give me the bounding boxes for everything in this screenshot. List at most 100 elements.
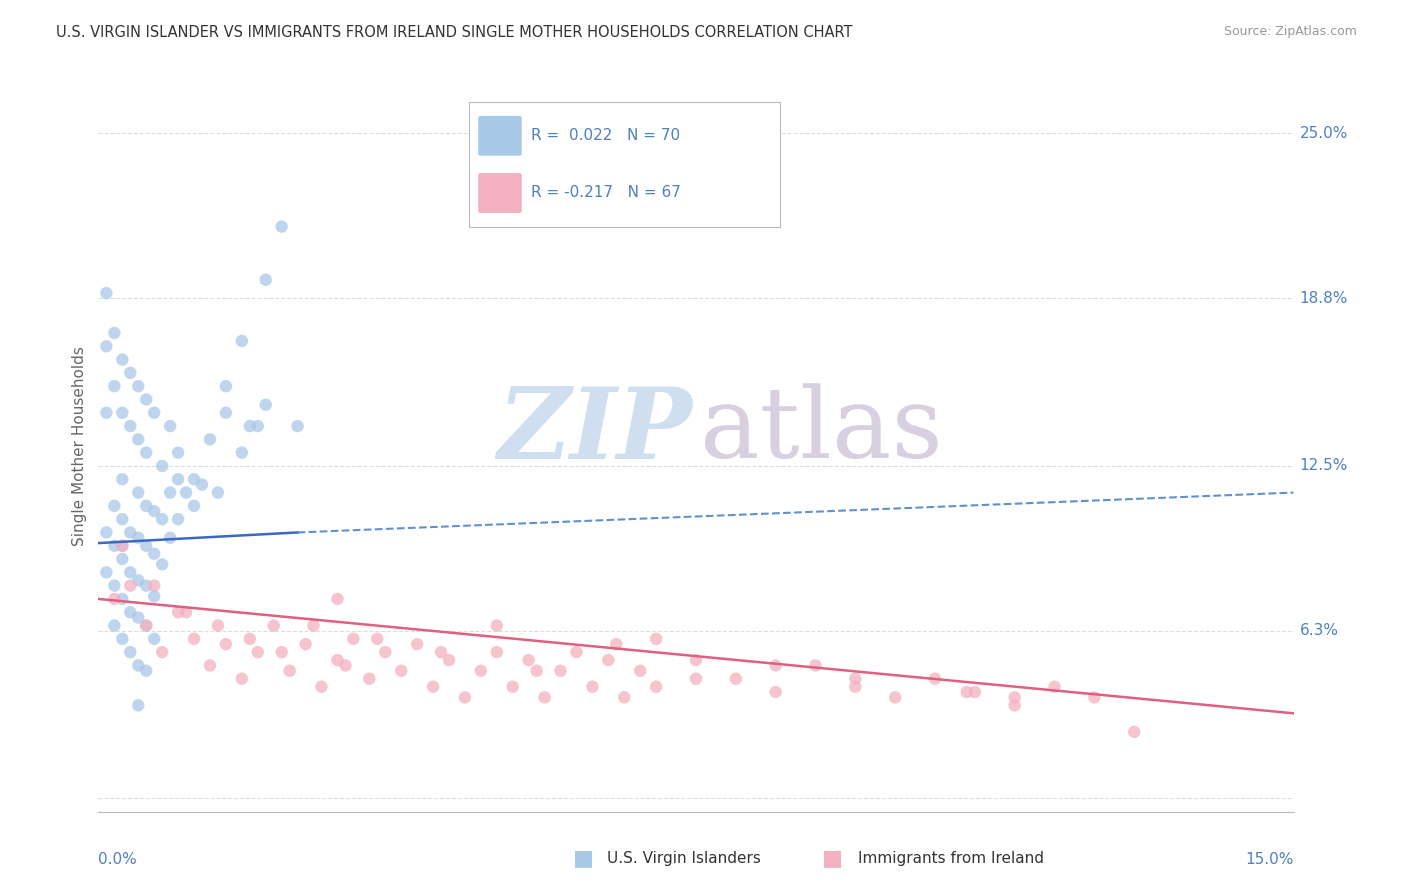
Point — [167, 472, 190, 486]
Point — [565, 645, 588, 659]
Point — [103, 591, 125, 606]
Point — [127, 379, 149, 393]
Point — [246, 419, 269, 434]
Point — [765, 685, 787, 699]
Point — [159, 531, 181, 545]
Point — [326, 653, 349, 667]
Text: Source: ZipAtlas.com: Source: ZipAtlas.com — [1223, 25, 1357, 38]
Point — [127, 658, 149, 673]
Point — [215, 379, 238, 393]
Point — [517, 653, 540, 667]
Point — [150, 645, 173, 659]
Point — [135, 618, 157, 632]
Text: ■: ■ — [823, 848, 842, 868]
Point — [215, 637, 238, 651]
Point — [287, 419, 309, 434]
Point — [143, 632, 166, 646]
Point — [167, 512, 190, 526]
Point — [135, 392, 157, 407]
Point — [294, 637, 316, 651]
Point — [120, 419, 142, 434]
Text: atlas: atlas — [700, 384, 942, 479]
Point — [270, 219, 292, 234]
Point — [120, 605, 142, 619]
Point — [963, 685, 986, 699]
Text: U.S. Virgin Islanders: U.S. Virgin Islanders — [607, 851, 761, 865]
Point — [278, 664, 301, 678]
Text: ■: ■ — [574, 848, 593, 868]
Point — [150, 458, 173, 473]
Point — [120, 566, 142, 580]
Point — [111, 552, 134, 566]
Point — [231, 445, 253, 459]
Point — [191, 477, 214, 491]
Point — [183, 472, 205, 486]
Point — [613, 690, 636, 705]
Point — [239, 419, 262, 434]
Point — [127, 610, 149, 624]
Point — [844, 680, 866, 694]
Point — [111, 591, 134, 606]
Point — [111, 472, 134, 486]
Point — [270, 645, 292, 659]
Point — [111, 632, 134, 646]
Point — [111, 512, 134, 526]
Point — [111, 539, 134, 553]
Point — [120, 645, 142, 659]
Point — [135, 499, 157, 513]
Point — [120, 579, 142, 593]
Point — [485, 618, 508, 632]
Point — [804, 658, 827, 673]
Point — [765, 658, 787, 673]
Point — [246, 645, 269, 659]
Point — [96, 566, 118, 580]
Point — [598, 653, 620, 667]
Point — [454, 690, 477, 705]
Point — [533, 690, 555, 705]
Point — [159, 419, 181, 434]
Point — [143, 579, 166, 593]
Point — [143, 504, 166, 518]
Point — [111, 539, 134, 553]
Text: U.S. VIRGIN ISLANDER VS IMMIGRANTS FROM IRELAND SINGLE MOTHER HOUSEHOLDS CORRELA: U.S. VIRGIN ISLANDER VS IMMIGRANTS FROM … — [56, 25, 853, 40]
Point — [127, 574, 149, 588]
Point — [342, 632, 364, 646]
Point — [485, 645, 508, 659]
Point — [231, 334, 253, 348]
Point — [111, 352, 134, 367]
Point — [183, 499, 205, 513]
Point — [215, 406, 238, 420]
Point — [183, 632, 205, 646]
Y-axis label: Single Mother Households: Single Mother Households — [72, 346, 87, 546]
Text: 0.0%: 0.0% — [98, 852, 138, 867]
Point — [326, 591, 349, 606]
Point — [335, 658, 357, 673]
Point — [254, 398, 277, 412]
Point — [127, 698, 149, 713]
Point — [724, 672, 747, 686]
Point — [924, 672, 946, 686]
Point — [159, 485, 181, 500]
Point — [685, 653, 707, 667]
Text: 18.8%: 18.8% — [1299, 291, 1348, 306]
Point — [96, 525, 118, 540]
Text: 25.0%: 25.0% — [1299, 126, 1348, 141]
Point — [389, 664, 412, 678]
Point — [96, 286, 118, 301]
Point — [103, 618, 125, 632]
Point — [135, 618, 157, 632]
Point — [302, 618, 325, 632]
Point — [422, 680, 444, 694]
Point — [526, 664, 548, 678]
Text: Immigrants from Ireland: Immigrants from Ireland — [858, 851, 1043, 865]
Point — [96, 406, 118, 420]
Point — [150, 512, 173, 526]
Point — [1004, 698, 1026, 713]
Point — [374, 645, 396, 659]
Point — [581, 680, 603, 694]
Point — [167, 445, 190, 459]
Point — [1043, 680, 1066, 694]
Point — [143, 406, 166, 420]
Point — [1004, 690, 1026, 705]
Text: 15.0%: 15.0% — [1246, 852, 1294, 867]
